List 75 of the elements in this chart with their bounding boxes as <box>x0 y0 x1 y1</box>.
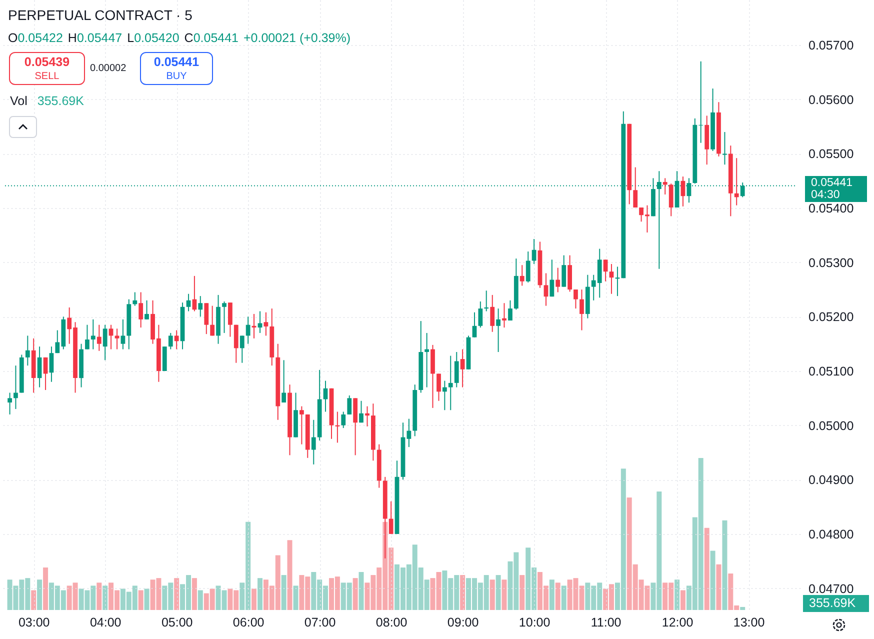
x-tick-label: 09:00 <box>447 616 479 630</box>
bar <box>555 582 560 610</box>
annotation: 0.05447 <box>76 31 122 45</box>
bar <box>358 572 364 610</box>
y-tick-label: 0.04900 <box>808 473 854 488</box>
x-tick-label: 10:00 <box>518 616 550 630</box>
annotation: 0.05439 <box>23 55 71 69</box>
bar <box>174 578 180 610</box>
x-tick-label: 08:00 <box>376 616 408 630</box>
bar <box>680 590 686 610</box>
bar <box>502 580 507 610</box>
text: PERPETUAL CONTRACT · 5 <box>8 7 192 23</box>
x-tick-label: 05:00 <box>161 616 193 630</box>
bar <box>138 590 144 610</box>
bar <box>102 586 108 610</box>
y-tick-label: 0.05600 <box>808 92 854 107</box>
x-tick-label: 13:00 <box>733 616 765 630</box>
annotation: 0.05441 <box>152 55 200 69</box>
annotation: C <box>184 31 194 45</box>
bar <box>496 575 501 610</box>
annotation: +0.00021 (+0.39%) <box>244 31 351 45</box>
x-tick-label: 11:00 <box>590 616 622 630</box>
y-tick-label: 0.05300 <box>808 256 854 270</box>
bar <box>520 575 525 610</box>
y-tick-label: 0.05200 <box>808 310 854 324</box>
candlestick <box>722 131 727 166</box>
x-tick-label: 04:00 <box>90 616 122 630</box>
bar <box>460 575 466 610</box>
annotation: BUY <box>165 71 188 82</box>
text: 355.69K <box>803 594 869 612</box>
bar <box>144 588 150 610</box>
annotation: 355.69K <box>37 94 84 108</box>
bar <box>258 578 263 610</box>
bar <box>192 578 197 610</box>
bar <box>287 540 292 610</box>
bar <box>43 567 48 610</box>
annotation: 0.05441 <box>193 31 238 45</box>
y-tick-label: 0.05400 <box>808 202 854 216</box>
bar <box>252 588 257 610</box>
bar <box>31 590 36 610</box>
annotation: SELL <box>34 71 60 82</box>
y-tick-label: 0.04800 <box>808 527 854 542</box>
bar <box>198 590 203 610</box>
annotation: O <box>8 31 18 45</box>
bar <box>293 586 298 610</box>
bar <box>674 580 680 610</box>
bar <box>710 550 716 610</box>
y-tick-label: 0.05500 <box>808 147 854 162</box>
x-tick-label: 12:00 <box>662 616 694 630</box>
bar <box>716 564 722 610</box>
y-tick-label: 0.05000 <box>808 418 854 433</box>
bar <box>740 606 746 610</box>
y-tick-label: 0.05100 <box>808 364 854 378</box>
annotation: 0.05420 <box>134 31 180 45</box>
bar <box>281 575 286 610</box>
y-tick-label: 0.04700 <box>808 582 854 596</box>
annotation: H <box>68 31 77 45</box>
x-tick-label: 03:00 <box>18 616 50 630</box>
bar <box>490 580 495 610</box>
text: Vol <box>10 94 28 108</box>
annotation: 0.00002 <box>90 63 126 74</box>
bar <box>549 580 554 610</box>
ref-line-label: 0.05441 <box>811 176 854 189</box>
bar <box>722 520 728 610</box>
bar <box>37 580 42 610</box>
text: 04:30 <box>811 188 841 201</box>
x-tick-label: 06:00 <box>232 616 264 630</box>
bar <box>704 528 710 610</box>
bar <box>352 578 358 610</box>
bar <box>96 582 102 610</box>
bar <box>561 586 566 610</box>
x-tick-label: 07:00 <box>304 616 336 630</box>
y-tick-label: 0.05700 <box>808 38 854 53</box>
annotation: L <box>127 31 134 45</box>
annotation: 0.05422 <box>18 31 63 45</box>
